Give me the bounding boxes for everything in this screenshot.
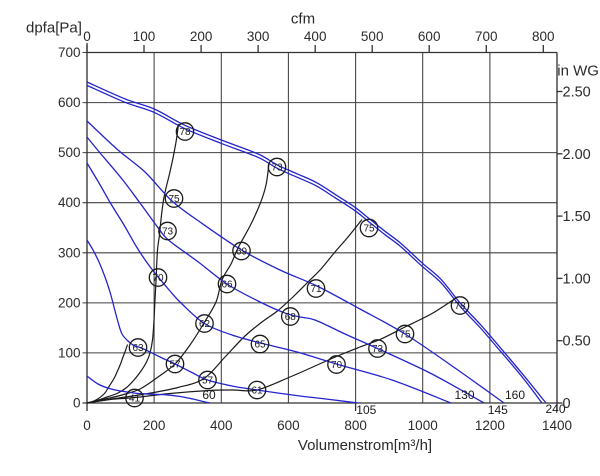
svg-text:78: 78 — [454, 301, 466, 312]
svg-text:57: 57 — [202, 376, 214, 387]
svg-text:2.00: 2.00 — [563, 147, 591, 163]
svg-text:63: 63 — [132, 343, 144, 354]
svg-text:2.50: 2.50 — [563, 85, 591, 101]
svg-text:100: 100 — [58, 345, 81, 360]
svg-text:600: 600 — [277, 418, 300, 433]
svg-text:1.50: 1.50 — [563, 209, 591, 225]
svg-text:160: 160 — [505, 388, 525, 402]
svg-text:600: 600 — [58, 95, 81, 110]
svg-text:600: 600 — [418, 29, 441, 44]
svg-text:69: 69 — [236, 247, 248, 258]
svg-text:130: 130 — [454, 388, 474, 402]
svg-text:70: 70 — [152, 273, 164, 284]
svg-text:1400: 1400 — [542, 418, 572, 433]
svg-text:300: 300 — [247, 29, 270, 44]
svg-text:800: 800 — [344, 418, 367, 433]
svg-text:68: 68 — [285, 312, 297, 323]
svg-text:200: 200 — [190, 29, 213, 44]
svg-text:700: 700 — [475, 29, 498, 44]
svg-text:73: 73 — [372, 344, 384, 355]
svg-text:cfm: cfm — [291, 11, 315, 28]
svg-text:300: 300 — [58, 245, 81, 260]
svg-text:73: 73 — [271, 163, 283, 174]
svg-text:75: 75 — [168, 194, 180, 205]
svg-text:400: 400 — [304, 29, 327, 44]
svg-text:200: 200 — [143, 418, 166, 433]
svg-text:100: 100 — [133, 29, 156, 44]
svg-text:1000: 1000 — [408, 418, 438, 433]
svg-text:0: 0 — [73, 396, 81, 411]
svg-text:200: 200 — [58, 295, 81, 310]
svg-text:400: 400 — [58, 195, 81, 210]
svg-text:0.50: 0.50 — [563, 334, 591, 350]
svg-text:0: 0 — [563, 396, 571, 412]
svg-text:400: 400 — [210, 418, 233, 433]
svg-text:73: 73 — [162, 227, 174, 238]
svg-text:700: 700 — [58, 45, 81, 60]
svg-text:66: 66 — [221, 280, 233, 291]
svg-text:800: 800 — [532, 29, 555, 44]
svg-text:500: 500 — [361, 29, 384, 44]
svg-text:41: 41 — [129, 394, 141, 405]
svg-text:61: 61 — [251, 386, 263, 397]
svg-text:1200: 1200 — [475, 418, 505, 433]
svg-text:1.00: 1.00 — [563, 271, 591, 287]
svg-text:65: 65 — [254, 340, 266, 351]
svg-text:0: 0 — [83, 418, 91, 433]
svg-text:62: 62 — [199, 319, 211, 330]
svg-text:in WG: in WG — [557, 63, 599, 80]
svg-text:240: 240 — [545, 402, 565, 416]
svg-text:78: 78 — [179, 127, 191, 138]
svg-text:70: 70 — [331, 360, 343, 371]
svg-text:500: 500 — [58, 145, 81, 160]
svg-text:105: 105 — [356, 403, 376, 417]
svg-text:75: 75 — [363, 224, 375, 235]
svg-text:57: 57 — [169, 360, 181, 371]
svg-text:60: 60 — [202, 388, 216, 402]
svg-text:75: 75 — [399, 330, 411, 341]
svg-text:0: 0 — [83, 29, 91, 44]
svg-text:dpfa[Pa]: dpfa[Pa] — [26, 20, 82, 37]
svg-text:145: 145 — [488, 403, 508, 417]
svg-text:Volumenstrom[m³/h]: Volumenstrom[m³/h] — [298, 437, 432, 454]
svg-text:71: 71 — [310, 284, 322, 295]
